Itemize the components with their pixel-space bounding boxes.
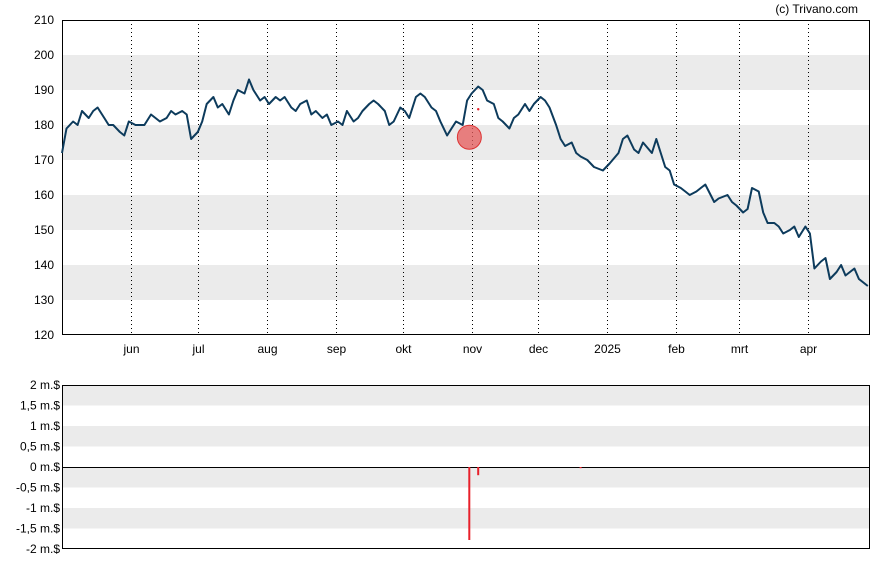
insider-trade-bar: [468, 467, 471, 540]
insider-trade-bar: [477, 467, 480, 476]
x-tick-label: mrt: [731, 342, 749, 356]
price-y-tick-label: 180: [34, 118, 54, 132]
price-y-tick-label: 150: [34, 223, 54, 237]
x-axis-ticks: jun jul aug sep okt nov dec 2025 feb mrt apr: [122, 342, 817, 356]
price-y-tick-label: 160: [34, 188, 54, 202]
price-grid-band: [62, 55, 870, 90]
price-y-tick-label: 170: [34, 153, 54, 167]
price-points: [61, 79, 868, 287]
volume-grid-band: [62, 385, 870, 406]
price-y-tick-label: 190: [34, 83, 54, 97]
price-grid-band: [62, 195, 870, 230]
insider-sale-marker: [456, 124, 482, 150]
volume-y-tick-label: 1 m.$: [30, 419, 60, 433]
volume-y-tick-label: 1,5 m.$: [20, 399, 60, 413]
copyright-label: (c) Trivano.com: [775, 2, 858, 16]
price-y-axis-ticks: 120 130 140 150 160 170 180 190 200 210: [34, 13, 54, 342]
volume-grid-band: [62, 426, 870, 447]
price-y-tick-label: 200: [34, 48, 54, 62]
volume-bars: [468, 467, 582, 540]
price-grid-band: [62, 265, 870, 300]
x-tick-label: sep: [327, 342, 347, 356]
x-tick-label: apr: [800, 342, 817, 356]
volume-grid-band: [62, 467, 870, 488]
volume-y-tick-label: -2 m.$: [26, 542, 60, 556]
price-y-tick-label: 120: [34, 328, 54, 342]
volume-frame: [62, 385, 870, 549]
volume-y-tick-label: 0,5 m.$: [20, 440, 60, 454]
x-tick-label: 2025: [594, 342, 621, 356]
price-y-tick-label: 130: [34, 293, 54, 307]
volume-y-tick-label: 0 m.$: [30, 460, 60, 474]
volume-y-tick-label: -0,5 m.$: [16, 481, 60, 495]
volume-y-tick-label: -1,5 m.$: [16, 522, 60, 536]
volume-y-tick-label: 2 m.$: [30, 378, 60, 392]
insider-trade-bar: [579, 467, 582, 469]
x-tick-label: dec: [529, 342, 548, 356]
volume-grid-band: [62, 508, 870, 529]
volume-y-axis-ticks: 2 m.$ 1,5 m.$ 1 m.$ 0,5 m.$ 0 m.$ -0,5 m.$ -1 …: [16, 378, 60, 556]
x-tick-label: aug: [257, 342, 277, 356]
price-frame: [62, 20, 870, 335]
insider-small-marker: [477, 108, 480, 111]
x-tick-label: nov: [463, 342, 482, 356]
price-y-tick-label: 140: [34, 258, 54, 272]
x-tick-label: okt: [395, 342, 412, 356]
x-tick-label: jun: [122, 342, 139, 356]
price-line: [61, 78, 869, 287]
price-y-tick-label: 210: [34, 13, 54, 27]
x-tick-label: jul: [191, 342, 204, 356]
volume-y-tick-label: -1 m.$: [26, 501, 60, 515]
x-tick-label: feb: [668, 342, 685, 356]
